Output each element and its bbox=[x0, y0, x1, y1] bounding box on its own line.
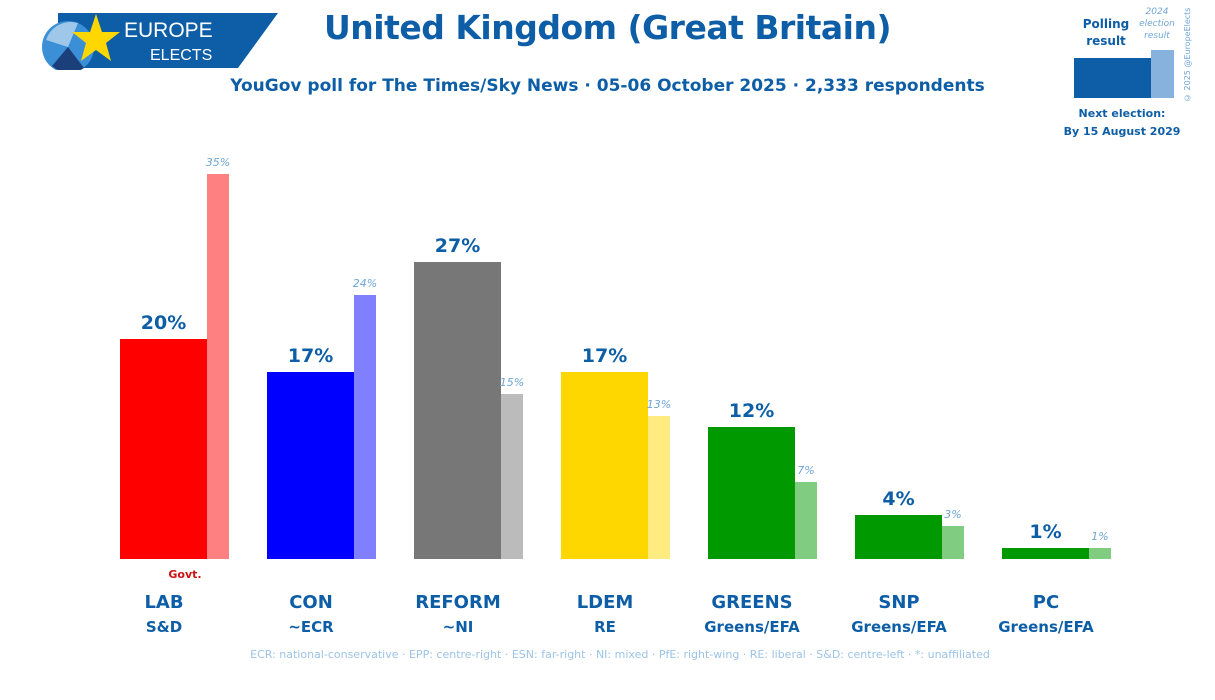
logo-line1: EUROPE bbox=[124, 19, 213, 42]
legend-election-label: 2024 election result bbox=[1139, 7, 1175, 41]
category-label-reform: REFORM bbox=[415, 592, 501, 613]
group-label-pc: Greens/EFA bbox=[998, 618, 1094, 636]
group-label-con: ~ECR bbox=[288, 618, 334, 636]
bar-poll-greens bbox=[708, 427, 795, 559]
category-label-con: CON bbox=[289, 592, 333, 613]
category-label-ldem: LDEM bbox=[577, 592, 634, 613]
bar-poll-con bbox=[267, 372, 354, 559]
label-election-ldem: 13% bbox=[647, 398, 671, 411]
europe-elects-logo: EUROPE ELECTS bbox=[42, 13, 278, 70]
label-election-snp: 3% bbox=[944, 508, 961, 521]
star-icon bbox=[72, 14, 120, 61]
group-footnote: ECR: national-conservative · EPP: centre… bbox=[250, 648, 990, 661]
category-label-lab: LAB bbox=[144, 592, 183, 613]
next-election: Next election: By 15 August 2029 bbox=[1063, 107, 1181, 138]
legend-polling-label: Polling result bbox=[1082, 17, 1130, 48]
bar-election-ldem bbox=[648, 416, 670, 559]
label-election-greens: 7% bbox=[797, 464, 814, 477]
chart-subtitle: YouGov poll for The Times/Sky News · 05-… bbox=[230, 76, 985, 96]
group-label-greens: Greens/EFA bbox=[704, 618, 800, 636]
label-election-reform: 15% bbox=[500, 376, 524, 389]
label-election-con: 24% bbox=[353, 277, 377, 290]
bar-election-greens bbox=[795, 482, 817, 559]
logo-line2: ELECTS bbox=[150, 47, 212, 64]
bar-election-snp bbox=[942, 526, 964, 559]
bar-poll-lab bbox=[120, 339, 207, 559]
label-poll-greens: 12% bbox=[729, 400, 774, 422]
category-label-greens: GREENS bbox=[711, 592, 792, 613]
bar-election-lab bbox=[207, 174, 229, 559]
label-poll-lab: 20% bbox=[141, 312, 186, 334]
label-poll-con: 17% bbox=[288, 345, 333, 367]
bar-poll-snp bbox=[855, 515, 942, 559]
group-label-lab: S&D bbox=[146, 618, 182, 636]
legend: Polling result 2024 election result Next… bbox=[1062, 6, 1197, 146]
bar-election-pc bbox=[1089, 548, 1111, 559]
bar-poll-ldem bbox=[561, 372, 648, 559]
category-label-pc: PC bbox=[1033, 592, 1059, 613]
govt-annotation: Govt. bbox=[168, 568, 201, 581]
bar-poll-pc bbox=[1002, 548, 1089, 559]
label-election-pc: 1% bbox=[1091, 530, 1108, 543]
category-label-snp: SNP bbox=[878, 592, 919, 613]
bar-election-con bbox=[354, 295, 376, 559]
label-poll-ldem: 17% bbox=[582, 345, 627, 367]
group-label-ldem: RE bbox=[594, 618, 616, 636]
group-label-snp: Greens/EFA bbox=[851, 618, 947, 636]
label-poll-snp: 4% bbox=[882, 488, 914, 510]
legend-election-swatch bbox=[1151, 50, 1174, 98]
bar-poll-reform bbox=[414, 262, 501, 559]
chart-title: United Kingdom (Great Britain) bbox=[323, 8, 892, 47]
bar-chart: 20% 35% LAB S&D Govt. 17% 24% CON ~ECR 27% 15% REFO… bbox=[120, 156, 1111, 636]
label-poll-reform: 27% bbox=[435, 235, 480, 257]
legend-polling-swatch bbox=[1074, 58, 1151, 98]
bar-election-reform bbox=[501, 394, 523, 559]
group-label-reform: ~NI bbox=[443, 618, 474, 636]
label-poll-pc: 1% bbox=[1029, 521, 1061, 543]
label-election-lab: 35% bbox=[206, 156, 230, 169]
logo-banner bbox=[58, 13, 278, 68]
